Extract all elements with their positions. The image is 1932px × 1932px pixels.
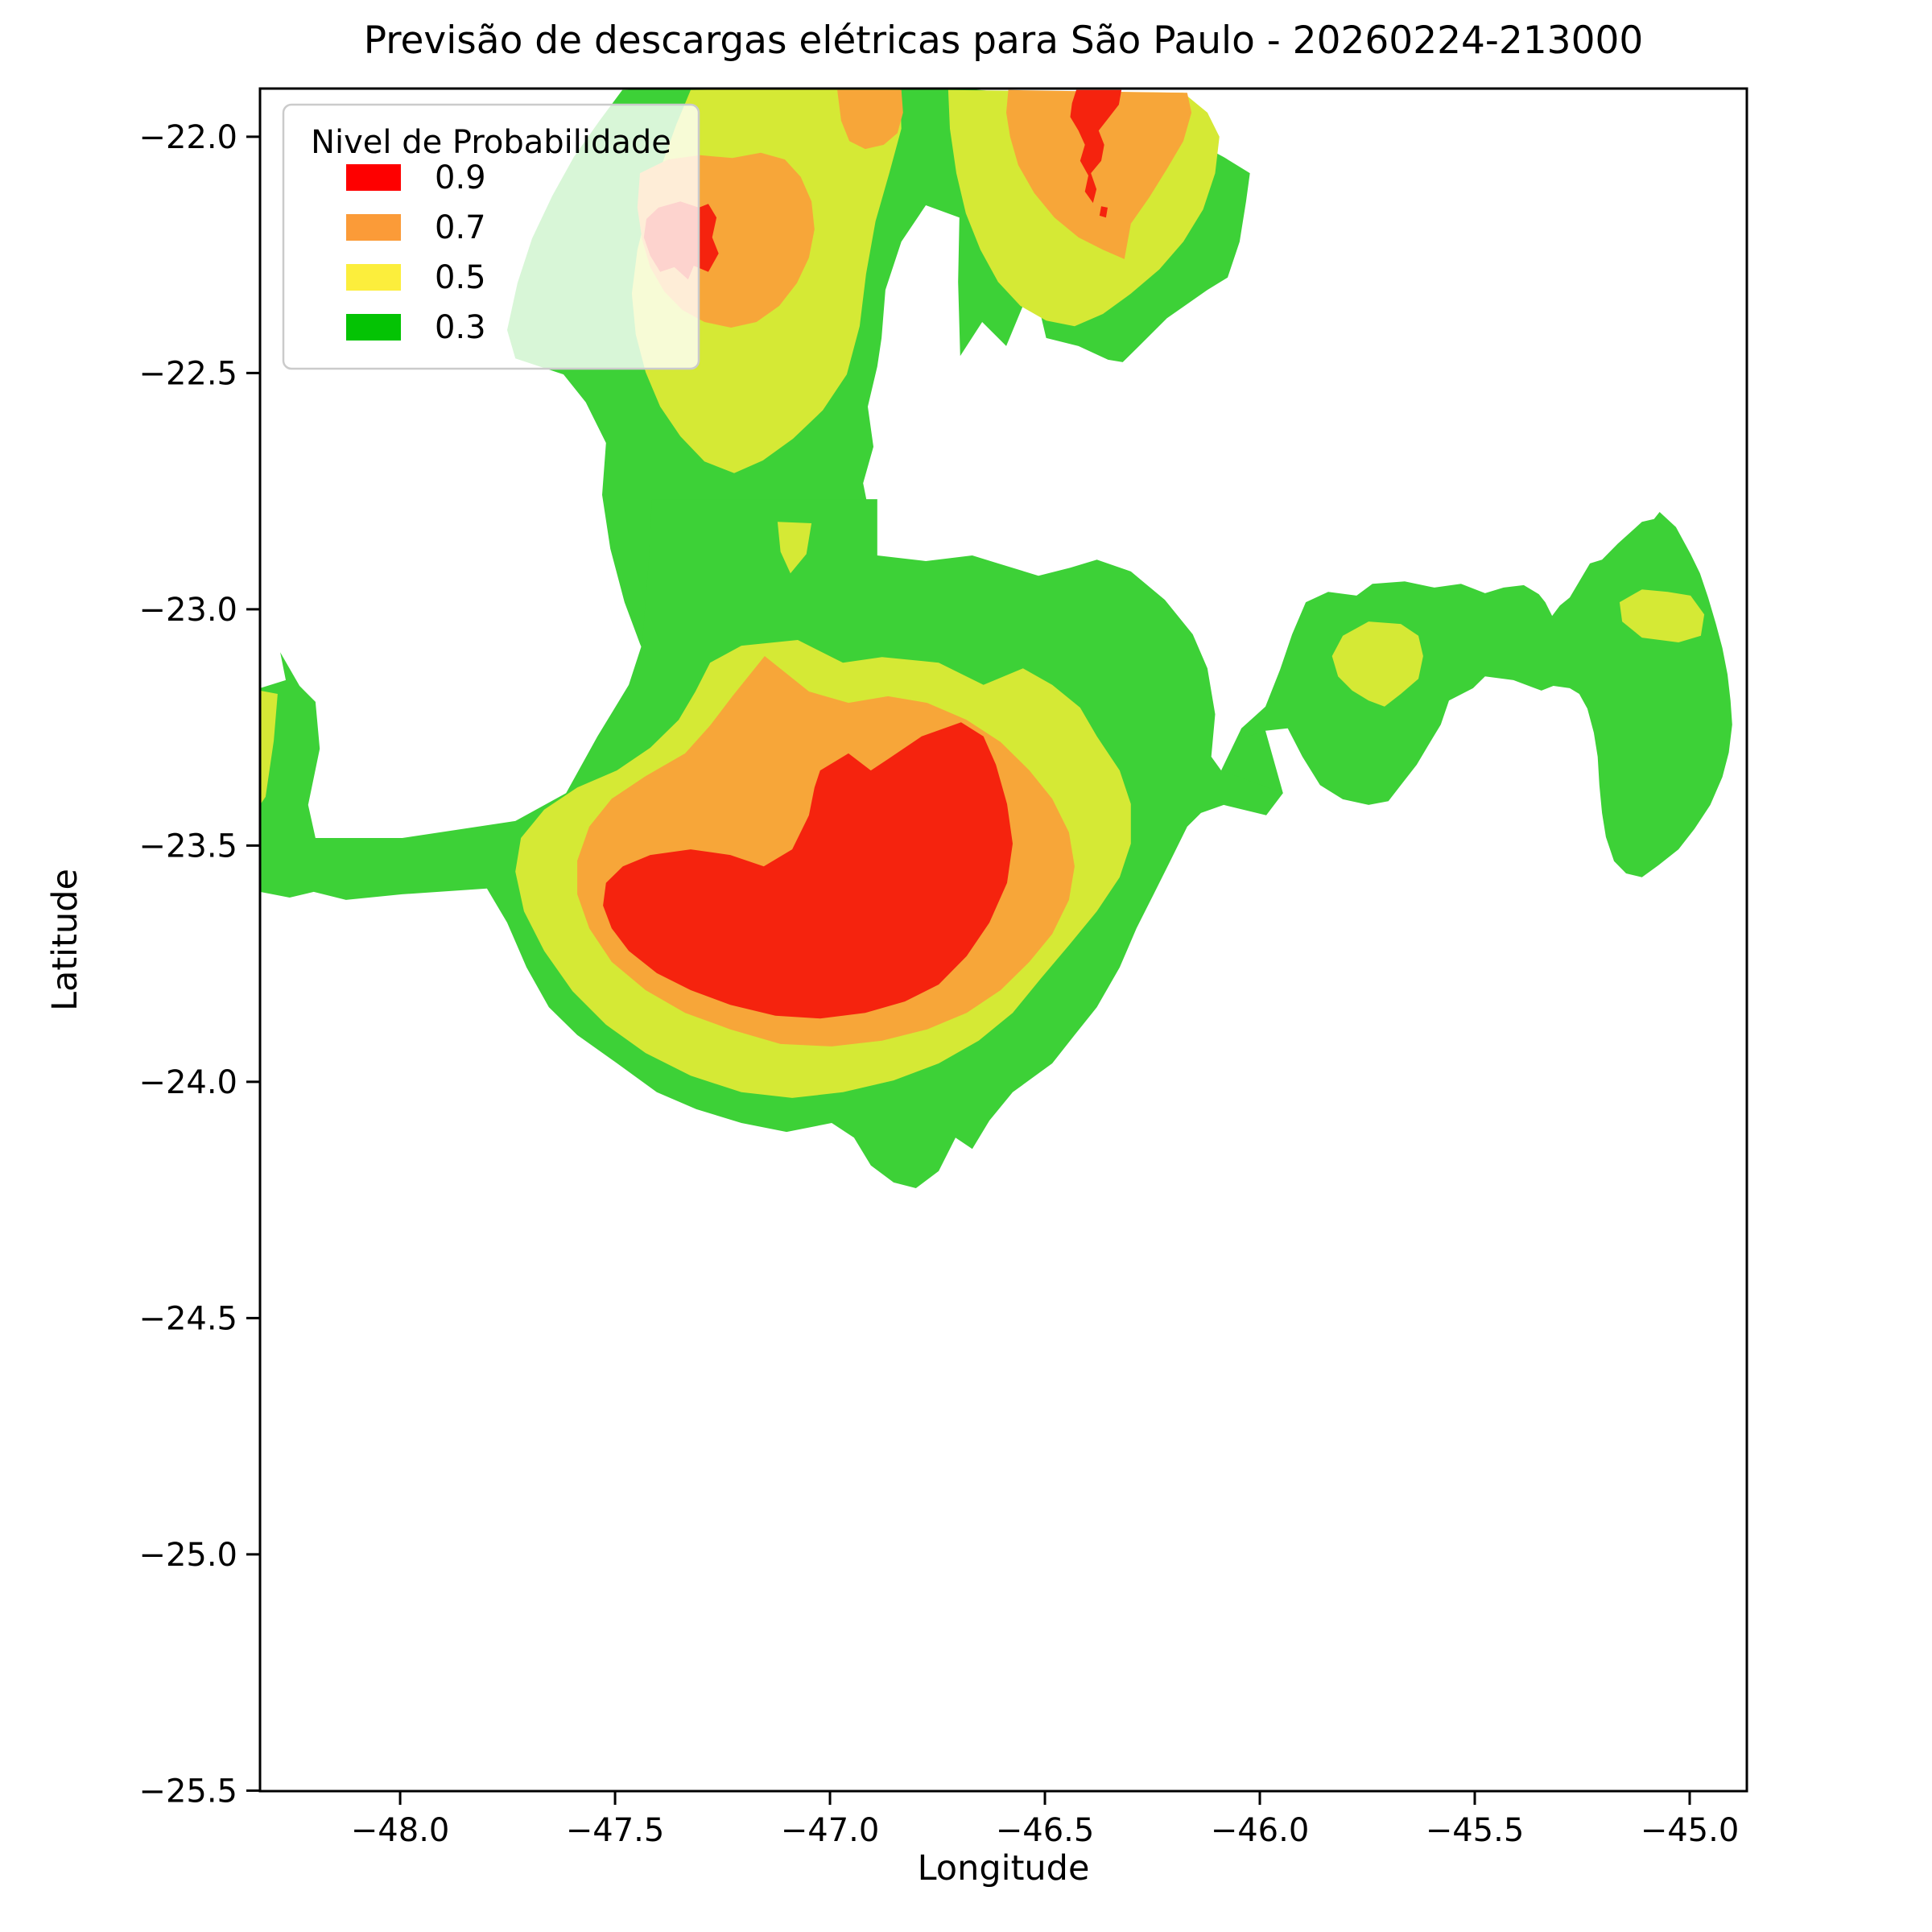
legend-swatch-0.9	[346, 164, 401, 191]
contour-region-yellow-sliver-neck-p0.5	[777, 522, 812, 574]
x-axis-label: Longitude	[918, 1848, 1090, 1889]
contour-region-green-east-blobs-p0.3	[1241, 512, 1732, 877]
contour-region-red-ne-dot-p0.9	[1099, 206, 1108, 218]
y-tick-label: −25.0	[138, 1537, 237, 1574]
legend-label-0.9: 0.9	[435, 159, 486, 196]
legend-title: Nivel de Probabilidade	[311, 124, 671, 161]
legend-swatch-0.7	[346, 214, 401, 241]
x-tick-label: −46.0	[1211, 1812, 1310, 1849]
legend-label-0.5: 0.5	[435, 259, 486, 296]
plot-frame	[258, 87, 1748, 1793]
legend-swatch-0.5	[346, 264, 401, 291]
x-tick-label: −47.5	[566, 1812, 665, 1849]
x-tick-label: −48.0	[351, 1812, 450, 1849]
legend-label-0.7: 0.7	[435, 209, 486, 246]
contour-region-yellow-spot-east-right-p0.5	[1619, 589, 1705, 642]
chart-title: Previsão de descargas elétricas para São…	[364, 19, 1644, 63]
x-tick-label: −45.5	[1426, 1812, 1525, 1849]
y-tick-label: −23.5	[138, 828, 237, 865]
contour-region-green-bridge-east-p0.3	[1221, 728, 1283, 794]
x-tick-label: −47.0	[781, 1812, 880, 1849]
y-tick-label: −22.0	[138, 119, 237, 156]
contour-region-yellow-sliver-west-edge-p0.5	[260, 690, 278, 805]
contour-region-yellow-spot-east-main-p0.5	[1331, 621, 1423, 707]
y-tick-label: −23.0	[138, 592, 237, 629]
x-tick-label: −46.5	[996, 1812, 1095, 1849]
legend-label-0.3: 0.3	[435, 309, 486, 346]
y-tick-label: −22.5	[138, 355, 237, 392]
y-tick-label: −25.5	[138, 1773, 237, 1810]
y-tick-label: −24.5	[138, 1300, 237, 1337]
contour-region-red-ne-streak-p0.9	[1070, 89, 1122, 204]
y-tick-label: −24.0	[138, 1064, 237, 1101]
contour-region-orange-nw-lobe-p0.7	[837, 89, 903, 150]
contour-region-orange-ne-p0.7	[1006, 89, 1192, 259]
y-axis-label: Latitude	[45, 869, 85, 1011]
x-tick-label: −45.0	[1641, 1812, 1740, 1849]
axis-ticks: −48.0 −47.5 −47.0 −46.5 −46.0 −45.5 −45.0 −22.0…	[138, 119, 1739, 1849]
legend-swatch-0.3	[346, 314, 401, 341]
contour-region-red-central-core-p0.9	[603, 722, 1013, 1019]
